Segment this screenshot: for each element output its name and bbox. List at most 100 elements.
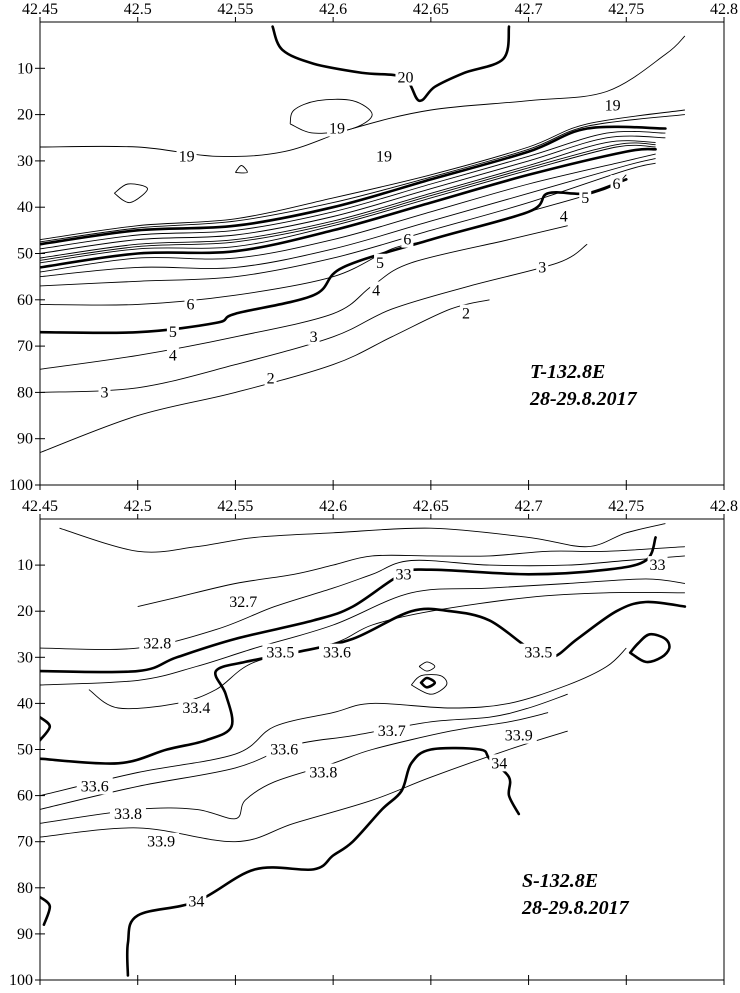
- y-axis-ticks: 10 20 30 40 50 60 70 80 90 100: [9, 60, 45, 494]
- contour-label-halo: [76, 777, 113, 795]
- contour-label-halo: [319, 643, 356, 661]
- x-tick-label: 42.65: [413, 1, 449, 18]
- y-tick-label: 60: [17, 788, 33, 805]
- x-tick-label: 42.5: [124, 1, 152, 18]
- x-tick-label: 42.45: [22, 498, 58, 515]
- contour-33-bold: [40, 536, 657, 674]
- contour-lines: [40, 523, 687, 977]
- y-tick-label: 50: [17, 742, 33, 759]
- contour-label-halo: [266, 740, 303, 758]
- contour-15: [40, 130, 666, 250]
- contour-33-7: [40, 693, 568, 810]
- contour-label: 32.8: [143, 635, 171, 652]
- contour-label: 2: [267, 371, 275, 388]
- contour-33-6-bold: [40, 715, 52, 742]
- stamp-salinity: S-132.8E 28-29.8.2017: [521, 870, 630, 919]
- contour-33-6: [410, 674, 448, 695]
- contour-6: [40, 174, 627, 306]
- contour-label-halo: [186, 892, 207, 910]
- contour-12: [40, 142, 656, 261]
- y-tick-label: 10: [17, 60, 33, 77]
- contour-label-halo: [98, 383, 111, 401]
- contour-label-halo: [370, 281, 383, 299]
- contour-16-bold: [40, 125, 667, 246]
- contour-label: 33.6: [270, 742, 298, 759]
- contour-label-halo: [262, 643, 299, 661]
- x-axis-ticks: 42.45 42.5 42.55 42.6 42.65 42.7 42.75 42.8: [22, 1, 738, 490]
- contour-13: [40, 140, 656, 259]
- y-tick-label: 90: [17, 431, 33, 448]
- contour-label-halo: [139, 634, 176, 652]
- contour-label-halo: [557, 207, 570, 225]
- contour-32-7: [59, 523, 666, 553]
- x-tick-label: 42.45: [22, 1, 58, 18]
- contour-label: 34: [188, 894, 204, 911]
- contour-label: 33: [395, 566, 411, 583]
- x-tick-label: 42.7: [515, 1, 543, 18]
- contour-label: 33: [650, 557, 666, 574]
- contour-label-halo: [225, 592, 262, 610]
- contour-label-halo: [373, 722, 410, 740]
- y-axis-ticks: 10 20 30 40 50 60 70 80 90 100: [9, 557, 45, 989]
- contour-label-halo: [520, 643, 557, 661]
- y-tick-label: 70: [17, 834, 33, 851]
- contour-7: [40, 162, 656, 287]
- contour-label-halo: [500, 726, 537, 744]
- contour-label-halo: [602, 96, 623, 114]
- y-tick-label: 90: [17, 926, 33, 943]
- x-tick-label: 42.75: [608, 1, 644, 18]
- contour-label: 4: [169, 347, 177, 364]
- contour-18: [40, 109, 685, 241]
- contour-label-halo: [460, 304, 473, 322]
- contour-label: 6: [613, 176, 621, 193]
- contour-34-bold: [125, 746, 521, 977]
- contour-32-8: [40, 555, 685, 650]
- contour-10-bold: [40, 147, 657, 269]
- y-tick-label: 100: [9, 972, 33, 989]
- contour-9: [40, 153, 656, 273]
- contour-label: 19: [329, 120, 345, 137]
- contour-label-halo: [109, 805, 146, 823]
- contour-lines: [40, 25, 686, 454]
- contour-4: [40, 225, 568, 370]
- contour-label: 4: [372, 283, 380, 300]
- contour-label: 33.4: [182, 700, 210, 717]
- contour-label: 19: [605, 97, 621, 114]
- contour-label: 33.8: [309, 765, 337, 782]
- contour-label-halo: [374, 253, 387, 271]
- y-tick-label: 10: [17, 557, 33, 574]
- stamp-line-2: 28-29.8.2017: [521, 897, 630, 919]
- y-tick-label: 80: [17, 880, 33, 897]
- contour-label-halo: [178, 699, 215, 717]
- x-tick-label: 42.7: [515, 498, 543, 515]
- x-tick-label: 42.8: [710, 1, 738, 18]
- x-tick-label: 42.6: [319, 498, 347, 515]
- contour-label: 33.6: [323, 645, 351, 662]
- contour-label-halo: [184, 295, 197, 313]
- y-tick-label: 40: [17, 199, 33, 216]
- contour-11: [40, 144, 656, 264]
- x-tick-label: 42.5: [124, 498, 152, 515]
- stamp-temperature: T-132.8E 28-29.8.2017: [529, 361, 638, 410]
- contour-33-8: [40, 712, 549, 824]
- contour-33-6: [40, 647, 627, 797]
- stamp-line-2: 28-29.8.2017: [529, 388, 638, 410]
- contour-label-halo: [264, 369, 277, 387]
- contour-label: 3: [310, 329, 318, 346]
- contour-3: [40, 243, 588, 393]
- contour-label: 34: [491, 755, 507, 772]
- contour-8: [40, 158, 656, 278]
- contour-5-bold: [40, 178, 628, 335]
- contour-label: 19: [179, 148, 195, 165]
- y-tick-label: 50: [17, 246, 33, 263]
- contour-33-2: [40, 578, 685, 686]
- contour-label: 33.9: [505, 728, 533, 745]
- contour-label: 5: [581, 190, 589, 207]
- contour-label-halo: [393, 565, 414, 583]
- contour-33-4: [88, 591, 685, 710]
- contour-label-halo: [489, 754, 510, 772]
- x-tick-label: 42.8: [710, 498, 738, 515]
- contour-19: [40, 35, 686, 157]
